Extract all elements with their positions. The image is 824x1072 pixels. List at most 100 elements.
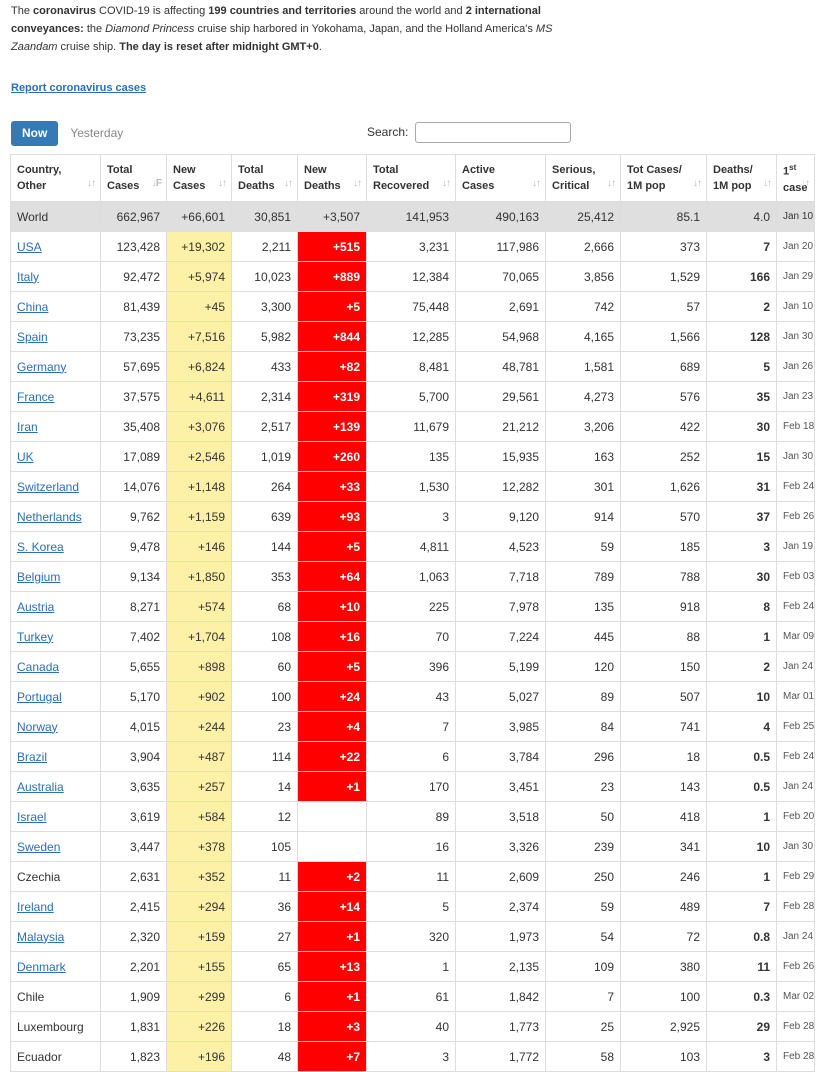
sort-icon[interactable]: ↓F <box>151 178 162 189</box>
cell-country: Czechia <box>10 861 101 892</box>
cell-total-cases: 81,439 <box>100 291 167 322</box>
cell-new-cases: +244 <box>166 711 232 742</box>
country-link[interactable]: Norway <box>17 719 58 734</box>
column-header-active-cases[interactable]: Active Cases ↓↑ <box>455 154 546 202</box>
cell-serious-critical: 120 <box>545 651 621 682</box>
cell-serious-critical: 89 <box>545 681 621 712</box>
table-row: Norway 4,015 +244 23 +4 7 3,985 84 741 4 Feb 25 <box>10 711 815 742</box>
cell-active-cases: 2,691 <box>455 291 546 322</box>
cell-deaths-per-million: 11 <box>706 951 777 982</box>
search-label: Search: <box>367 125 409 139</box>
cell-serious-critical: 2,666 <box>545 231 621 262</box>
sort-icon[interactable]: ↓↑ <box>442 178 451 189</box>
sort-icon[interactable]: ↓↑ <box>284 178 293 189</box>
sort-icon[interactable]: ↓↑ <box>693 178 702 189</box>
country-link[interactable]: Ireland <box>17 899 54 914</box>
country-link[interactable]: Belgium <box>17 569 61 584</box>
cell-country: Netherlands <box>10 501 101 532</box>
column-header-deaths-per-million[interactable]: Deaths/1M pop ↓↑ <box>706 154 777 202</box>
country-link[interactable]: Canada <box>17 659 60 674</box>
country-link[interactable]: Spain <box>17 329 48 344</box>
country-link[interactable]: Turkey <box>17 629 54 644</box>
cell-new-cases: +294 <box>166 891 232 922</box>
column-header-total-cases[interactable]: Total Cases ↓F <box>100 154 167 202</box>
table-row: Germany 57,695 +6,824 433 +82 8,481 48,781 1,58… <box>10 351 815 382</box>
column-header-label: 1M pop <box>713 180 752 192</box>
sort-icon[interactable]: ↓↑ <box>353 178 362 189</box>
cell-active-cases: 117,986 <box>455 231 546 262</box>
cell-total-recovered: 1,530 <box>366 471 456 502</box>
intro-text: Diamond Princess <box>105 23 195 35</box>
column-header-serious-critical[interactable]: Serious, Critical ↓↑ <box>545 154 621 202</box>
cell-active-cases: 3,518 <box>455 801 546 832</box>
column-header-label: Deaths/ <box>713 164 753 176</box>
column-header-new-deaths[interactable]: New Deaths ↓↑ <box>297 154 367 202</box>
country-link[interactable]: Iran <box>17 419 38 434</box>
country-link[interactable]: Israel <box>17 809 47 824</box>
country-link[interactable]: Sweden <box>17 839 61 854</box>
cell-first-case: Jan 10 <box>776 291 815 322</box>
cell-total-cases: 5,655 <box>100 651 167 682</box>
cell-new-deaths: +10 <box>297 591 367 622</box>
cell-active-cases: 21,212 <box>455 411 546 442</box>
cell-total-cases: 2,320 <box>100 921 167 952</box>
cell-active-cases: 70,065 <box>455 261 546 292</box>
cell-serious-critical: 445 <box>545 621 621 652</box>
column-header-cases-per-million[interactable]: Tot Cases/1M pop ↓↑ <box>620 154 707 202</box>
country-link[interactable]: Austria <box>17 599 55 614</box>
country-link[interactable]: China <box>17 299 49 314</box>
country-link[interactable]: Switzerland <box>17 479 80 494</box>
cell-total-deaths: 6 <box>231 981 298 1012</box>
column-header-new-cases[interactable]: New Cases ↓↑ <box>166 154 232 202</box>
cell-serious-critical: 239 <box>545 831 621 862</box>
cell-active-cases: 12,282 <box>455 471 546 502</box>
column-header-total-recovered[interactable]: Total Recovered ↓↑ <box>366 154 456 202</box>
sort-icon[interactable]: ↓↑ <box>87 178 96 189</box>
cell-total-deaths: 68 <box>231 591 298 622</box>
cell-cases-per-million: 2,925 <box>620 1011 707 1042</box>
intro-text: COVID-19 is affecting <box>95 5 209 17</box>
sort-icon[interactable]: ↓↑ <box>763 178 772 189</box>
cell-active-cases: 2,609 <box>455 861 546 892</box>
country-link[interactable]: France <box>17 389 55 404</box>
search-input[interactable] <box>415 122 571 143</box>
report-cases-link[interactable]: Report coronavirus cases <box>11 82 147 94</box>
country-link[interactable]: Italy <box>17 269 40 284</box>
tab-yesterday[interactable]: Yesterday <box>70 126 124 140</box>
cell-active-cases: 1,973 <box>455 921 546 952</box>
country-link[interactable]: Portugal <box>17 689 62 704</box>
cell-active-cases: 3,985 <box>455 711 546 742</box>
country-link[interactable]: Brazil <box>17 749 48 764</box>
column-header-first-case[interactable]: 1st case ↓↑ <box>776 154 815 202</box>
cases-table: Country, Other ↓↑ Total Cases ↓F New Cases ↓↑ Tot… <box>10 154 815 1072</box>
cell-first-case: Feb 29 <box>776 861 815 892</box>
country-link[interactable]: Netherlands <box>17 509 82 524</box>
cell-deaths-per-million: 166 <box>706 261 777 292</box>
cell-active-cases: 2,374 <box>455 891 546 922</box>
column-header-total-deaths[interactable]: Total Deaths ↓↑ <box>231 154 298 202</box>
country-link[interactable]: Denmark <box>17 959 66 974</box>
country-link[interactable]: UK <box>17 449 34 464</box>
tab-now[interactable]: Now <box>11 121 59 146</box>
sort-icon[interactable]: ↓↑ <box>218 178 227 189</box>
sort-icon[interactable]: ↓↑ <box>532 178 541 189</box>
column-header-label: Deaths <box>238 180 275 192</box>
table-row: Iran 35,408 +3,076 2,517 +139 11,679 21,212 3,2… <box>10 411 815 442</box>
world-total-row: World 662,967 +66,601 30,851 +3,507 141,953 49… <box>10 201 815 232</box>
sort-icon[interactable]: ↓↑ <box>607 178 616 189</box>
cell-deaths-per-million: 15 <box>706 441 777 472</box>
intro-text: the <box>83 23 106 35</box>
cell-new-cases: +1,704 <box>166 621 232 652</box>
country-link[interactable]: S. Korea <box>17 539 64 554</box>
cell-deaths-per-million: 10 <box>706 831 777 862</box>
country-link[interactable]: Germany <box>17 359 67 374</box>
country-link[interactable]: Malaysia <box>17 929 65 944</box>
country-link[interactable]: USA <box>17 239 42 254</box>
column-header-country[interactable]: Country, Other ↓↑ <box>10 154 101 202</box>
sort-icon[interactable]: ↓↑ <box>801 178 810 189</box>
country-link[interactable]: Australia <box>17 779 64 794</box>
cell-cases-per-million: 103 <box>620 1041 707 1072</box>
cell-new-deaths <box>297 801 367 832</box>
cell-deaths-per-million: 8 <box>706 591 777 622</box>
country-name: Ecuador <box>17 1049 62 1064</box>
